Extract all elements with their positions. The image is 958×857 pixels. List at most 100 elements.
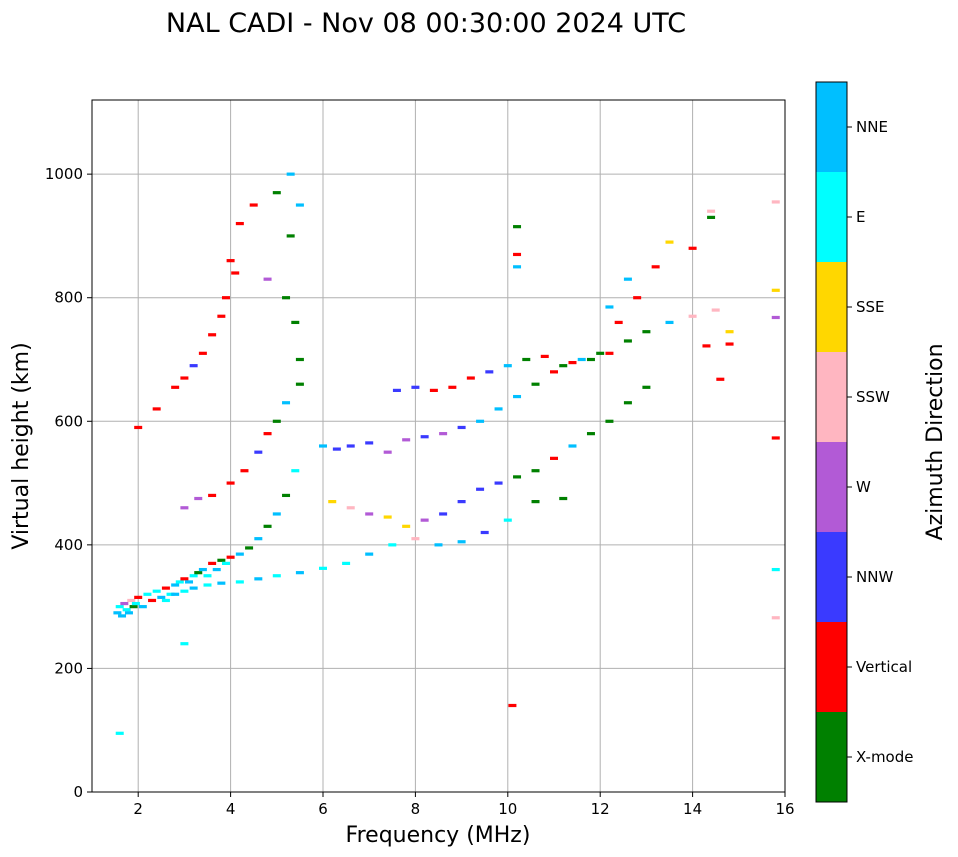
y-tick-label: 600: [54, 412, 83, 430]
echo-point: [559, 364, 568, 368]
echo-point: [189, 574, 198, 578]
echo-point: [138, 605, 147, 609]
echo-point: [272, 512, 281, 516]
echo-point: [688, 314, 697, 318]
echo-point: [420, 518, 429, 522]
chart-title: NAL CADI - Nov 08 00:30:00 2024 UTC: [166, 8, 686, 39]
echo-point: [217, 581, 226, 585]
colorbar-segment: [816, 262, 847, 352]
colorbar-segment: [816, 622, 847, 712]
y-tick-label: 200: [54, 659, 83, 677]
x-tick-label: 4: [226, 800, 236, 818]
echo-point: [254, 450, 263, 454]
echo-point: [194, 496, 203, 501]
echo-point: [189, 364, 198, 368]
echo-point: [771, 436, 780, 440]
echo-point: [124, 611, 133, 615]
echo-point: [388, 543, 397, 547]
echo-point: [476, 419, 485, 423]
echo-point: [642, 385, 651, 389]
echo-point: [365, 512, 374, 516]
x-tick-label: 14: [683, 800, 702, 818]
echo-point: [457, 540, 466, 544]
echo-point: [365, 441, 374, 445]
echo-point: [272, 574, 281, 578]
echo-point: [263, 277, 272, 281]
echo-point: [568, 360, 577, 365]
echo-point: [771, 315, 780, 320]
echo-point: [221, 561, 230, 565]
echo-point: [157, 595, 166, 599]
echo-point: [476, 487, 485, 491]
echo-point: [605, 419, 614, 423]
echo-point: [161, 598, 170, 603]
echo-point: [342, 561, 351, 565]
echo-point: [180, 642, 189, 646]
echo-point: [586, 357, 595, 362]
echo-point: [513, 252, 522, 257]
echo-point: [466, 376, 475, 380]
y-tick-label: 800: [54, 289, 83, 307]
y-tick-label: 400: [54, 536, 83, 554]
echo-point: [231, 271, 240, 275]
echo-point: [198, 351, 207, 355]
echo-point: [707, 209, 716, 213]
echo-point: [208, 493, 217, 498]
echo-point: [226, 555, 235, 559]
x-tick-label: 6: [318, 800, 328, 818]
echo-point: [295, 382, 304, 386]
x-tick-label: 16: [775, 800, 794, 818]
echo-point: [282, 401, 291, 405]
echo-point: [559, 496, 568, 501]
echo-point: [131, 601, 140, 606]
echo-point: [240, 469, 249, 473]
colorbar-segment: [816, 442, 847, 532]
x-tick-label: 2: [133, 800, 143, 818]
echo-point: [702, 344, 711, 348]
plot-frame: [91, 99, 786, 793]
echo-point: [120, 601, 129, 606]
echo-point: [665, 320, 674, 325]
echo-point: [623, 277, 632, 281]
x-tick-label: 12: [591, 800, 610, 818]
echo-point: [503, 518, 512, 522]
echo-point: [346, 506, 355, 510]
echo-point: [383, 450, 392, 454]
echo-point: [180, 506, 189, 510]
echo-point: [550, 456, 558, 460]
data-points: [113, 172, 780, 735]
echo-point: [513, 225, 522, 229]
echo-point: [208, 333, 217, 337]
echo-point: [332, 447, 341, 451]
echo-point: [180, 589, 189, 593]
y-tick-label: 0: [73, 783, 83, 801]
echo-point: [596, 351, 605, 355]
colorbar-segment: [816, 712, 847, 802]
echo-point: [494, 407, 503, 411]
echo-point: [295, 571, 304, 575]
echo-point: [365, 552, 374, 556]
echo-point: [235, 552, 244, 556]
echo-point: [771, 567, 780, 572]
echo-point: [235, 221, 244, 226]
echo-point: [429, 388, 438, 392]
echo-point: [212, 567, 221, 572]
echo-point: [194, 571, 203, 575]
echo-point: [235, 580, 244, 584]
echo-point: [439, 512, 448, 516]
echo-point: [319, 566, 327, 570]
echo-point: [295, 203, 304, 207]
x-axis-ticks: 2 4 6 8 10 12 14 16: [133, 792, 795, 818]
echo-point: [115, 731, 124, 735]
colorbar: X-mode Vertical NNW W SSW SSE E NNE: [815, 81, 913, 803]
echo-point: [245, 546, 254, 550]
echo-point: [148, 598, 157, 603]
echo-point: [513, 265, 522, 269]
x-tick-label: 8: [411, 800, 421, 818]
echo-point: [623, 401, 632, 405]
colorbar-tick-label: SSE: [856, 298, 885, 316]
echo-point: [577, 357, 586, 362]
colorbar-tick-label: E: [856, 208, 865, 226]
echo-point: [716, 377, 725, 381]
